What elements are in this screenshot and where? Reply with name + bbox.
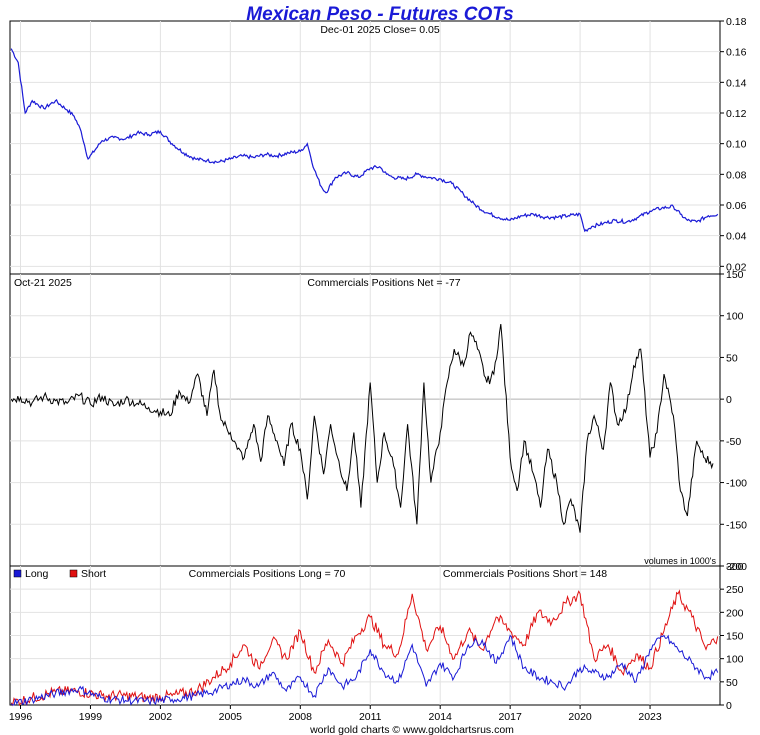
- longshort-tick-label: 150: [726, 631, 744, 643]
- chart-title: Mexican Peso - Futures COTs: [246, 4, 513, 25]
- legend-long-swatch: [13, 569, 22, 578]
- price-grid: [10, 21, 720, 274]
- net-tick-label: -100: [726, 478, 747, 490]
- price-tick-label: 0.04: [726, 231, 747, 243]
- legend-long-label: Long: [25, 568, 49, 580]
- long-header: Commercials Positions Long = 70: [189, 568, 346, 580]
- price-panel: 0.02 0.04 0.06 0.08 0.10 0.12 0.14 0.16 0.18 Dec…: [9, 16, 747, 275]
- longshort-tick-label: 50: [726, 677, 738, 689]
- price-tick-label: 0.14: [726, 77, 747, 89]
- x-tick-label: 2005: [219, 711, 243, 723]
- net-tick-label: 0: [726, 394, 732, 406]
- net-panel: -200 -150 -100 -50 0 50 100 150 Oct-21 2025 Com…: [9, 269, 747, 573]
- x-tick-label: 2002: [149, 711, 173, 723]
- net-series-line: [10, 324, 714, 533]
- longshort-tick-label: 250: [726, 584, 744, 596]
- net-date-label: Oct-21 2025: [14, 277, 72, 289]
- net-tick-label: -150: [726, 519, 747, 531]
- footer-credit: world gold charts © www.goldchartsrus.co…: [309, 724, 514, 735]
- net-tick-label: -200: [726, 561, 747, 573]
- price-tick-label: 0.12: [726, 108, 747, 120]
- long-series-line: [10, 634, 719, 707]
- x-tick-label: 2017: [498, 711, 522, 723]
- x-tick-label: 2008: [289, 711, 313, 723]
- x-tick-label: 2014: [429, 711, 453, 723]
- net-header: Commercials Positions Net = -77: [307, 277, 460, 289]
- longshort-tick-label: 100: [726, 654, 744, 666]
- longshort-tick-label: 200: [726, 607, 744, 619]
- longshort-tick-label: 0: [726, 700, 732, 712]
- longshort-grid: [10, 566, 720, 705]
- legend-short-label: Short: [81, 568, 106, 580]
- short-header: Commercials Positions Short = 148: [443, 568, 607, 580]
- longshort-y-ticks: 0 50 100 150 200 250 300: [720, 561, 744, 712]
- longshort-panel: 0 50 100 150 200 250 300 Long Short Commercial…: [9, 561, 744, 712]
- x-tick-label: 2011: [359, 711, 382, 723]
- volume-note: volumes in 1000's: [644, 556, 716, 566]
- legend-short-swatch: [69, 569, 78, 578]
- price-header: Dec-01 2025 Close= 0.05: [320, 24, 440, 36]
- price-tick-label: 0.06: [726, 200, 747, 212]
- price-tick-label: 0.08: [726, 169, 747, 181]
- short-series-line: [10, 589, 719, 707]
- x-tick-label: 1999: [79, 711, 103, 723]
- net-tick-label: 50: [726, 352, 738, 364]
- price-tick-label: 0.18: [726, 16, 747, 28]
- price-series-line: [10, 48, 719, 233]
- x-tick-label: 2020: [568, 711, 592, 723]
- net-y-ticks: -200 -150 -100 -50 0 50 100 150: [720, 269, 747, 573]
- price-tick-label: 0.16: [726, 47, 747, 59]
- longshort-tick-label: 300: [726, 561, 744, 573]
- x-tick-label: 1996: [9, 711, 33, 723]
- x-tick-label: 2023: [638, 711, 662, 723]
- net-tick-label: -50: [726, 436, 741, 448]
- net-tick-label: 100: [726, 311, 744, 323]
- price-tick-label: 0.10: [726, 139, 747, 151]
- price-tick-label: 0.02: [726, 261, 747, 273]
- net-tick-label: 150: [726, 269, 744, 281]
- x-axis-year-ticks: 1996 1999 2002 2005 2008 2011 2014 2017 2020 2023: [9, 705, 662, 723]
- price-y-ticks: 0.02 0.04 0.06 0.08 0.10 0.12 0.14 0.16 0.18: [720, 16, 747, 273]
